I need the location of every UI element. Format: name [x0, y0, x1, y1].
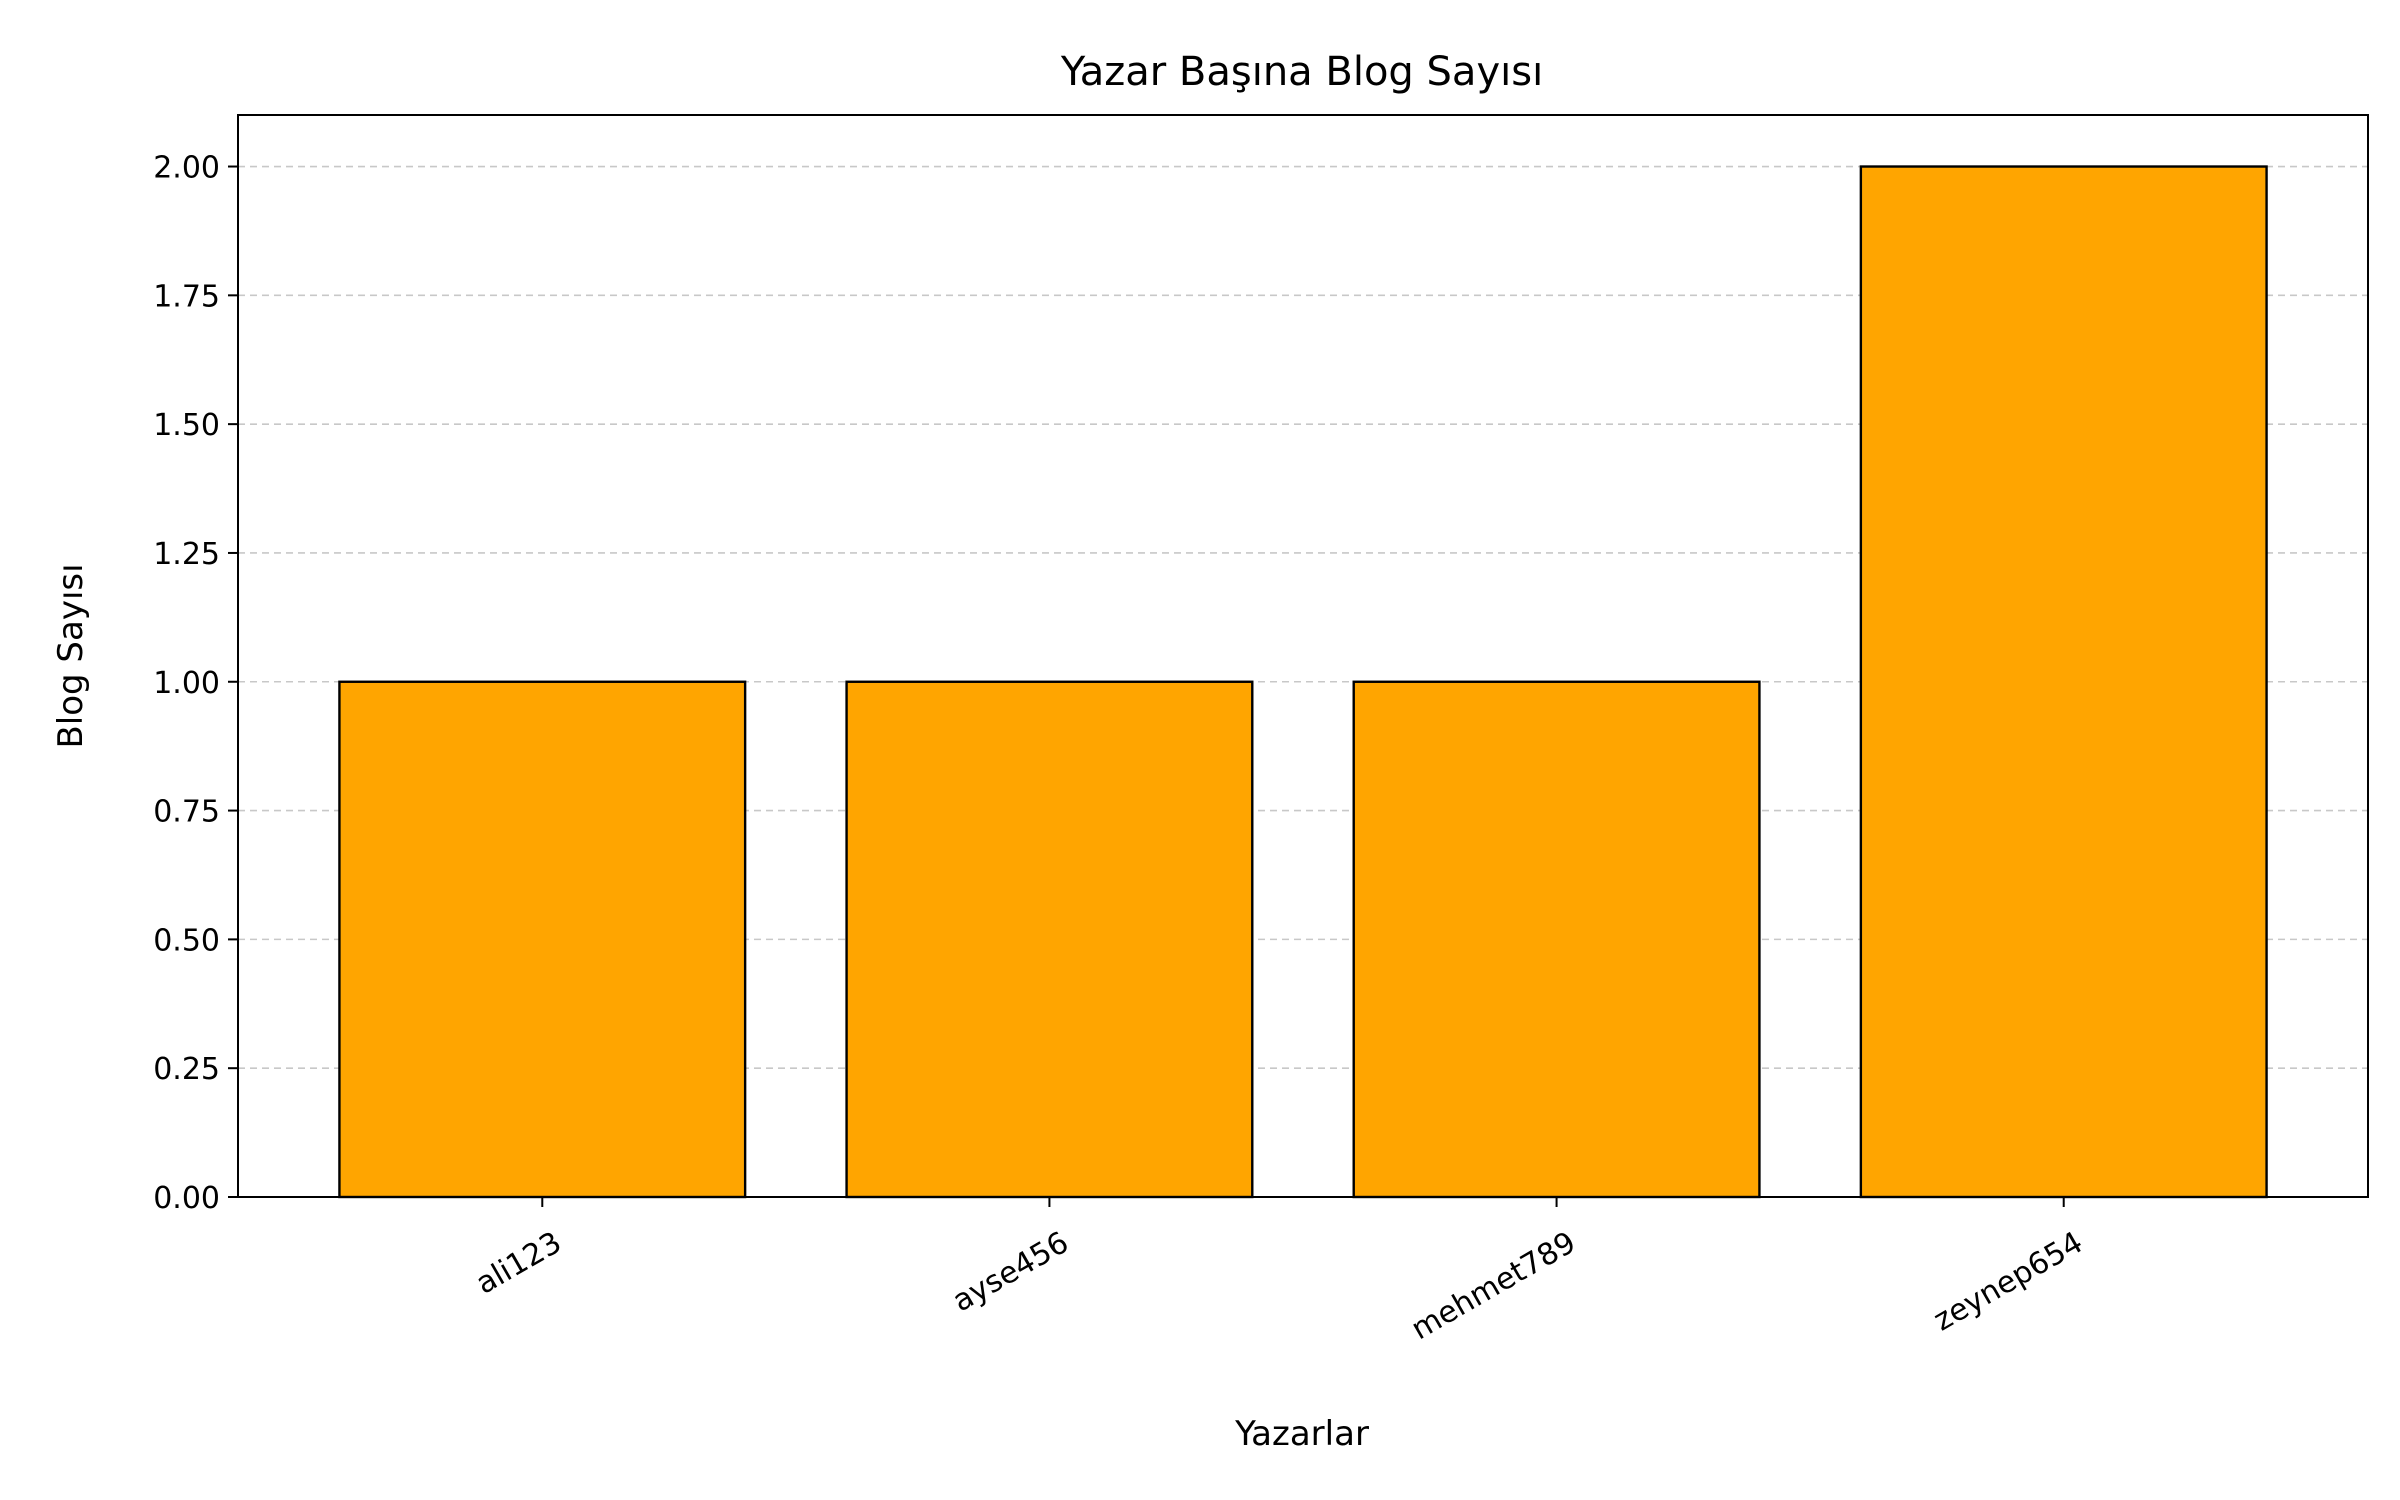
x-tick-label: ali123	[470, 1225, 567, 1301]
bar-ali123	[338, 680, 747, 1199]
y-tick-label: 1.00	[153, 666, 220, 701]
y-tick-label: 2.00	[153, 151, 220, 186]
y-tick-label: 1.25	[153, 537, 220, 572]
x-axis-label: Yazarlar	[1234, 1414, 1369, 1454]
chart-title: Yazar Başına Blog Sayısı	[1060, 49, 1543, 95]
x-tick-label: mehmet789	[1405, 1225, 1581, 1347]
bar-zeynep654	[1859, 165, 2268, 1199]
y-tick-label: 1.50	[153, 408, 220, 443]
x-tick-label: ayse456	[947, 1225, 1075, 1319]
plot-area-frame	[237, 114, 2369, 1198]
y-tick-label: 0.00	[153, 1181, 220, 1216]
y-axis-label: Blog Sayısı	[51, 563, 91, 748]
bars	[338, 165, 2268, 1199]
bar-mehmet789	[1352, 680, 1761, 1199]
x-axis-ticks: ali123 ayse456 mehmet789 zeynep654	[470, 1197, 2089, 1347]
y-tick-label: 0.75	[153, 795, 220, 830]
x-tick-label: zeynep654	[1928, 1225, 2089, 1338]
bar-ayse456	[845, 680, 1254, 1199]
y-axis-ticks: 0.00 0.25 0.50 0.75 1.00 1.25 1.50 1.75 2.00	[153, 151, 238, 1216]
y-tick-label: 0.50	[153, 923, 220, 958]
y-tick-label: 0.25	[153, 1052, 220, 1087]
y-tick-label: 1.75	[153, 279, 220, 314]
